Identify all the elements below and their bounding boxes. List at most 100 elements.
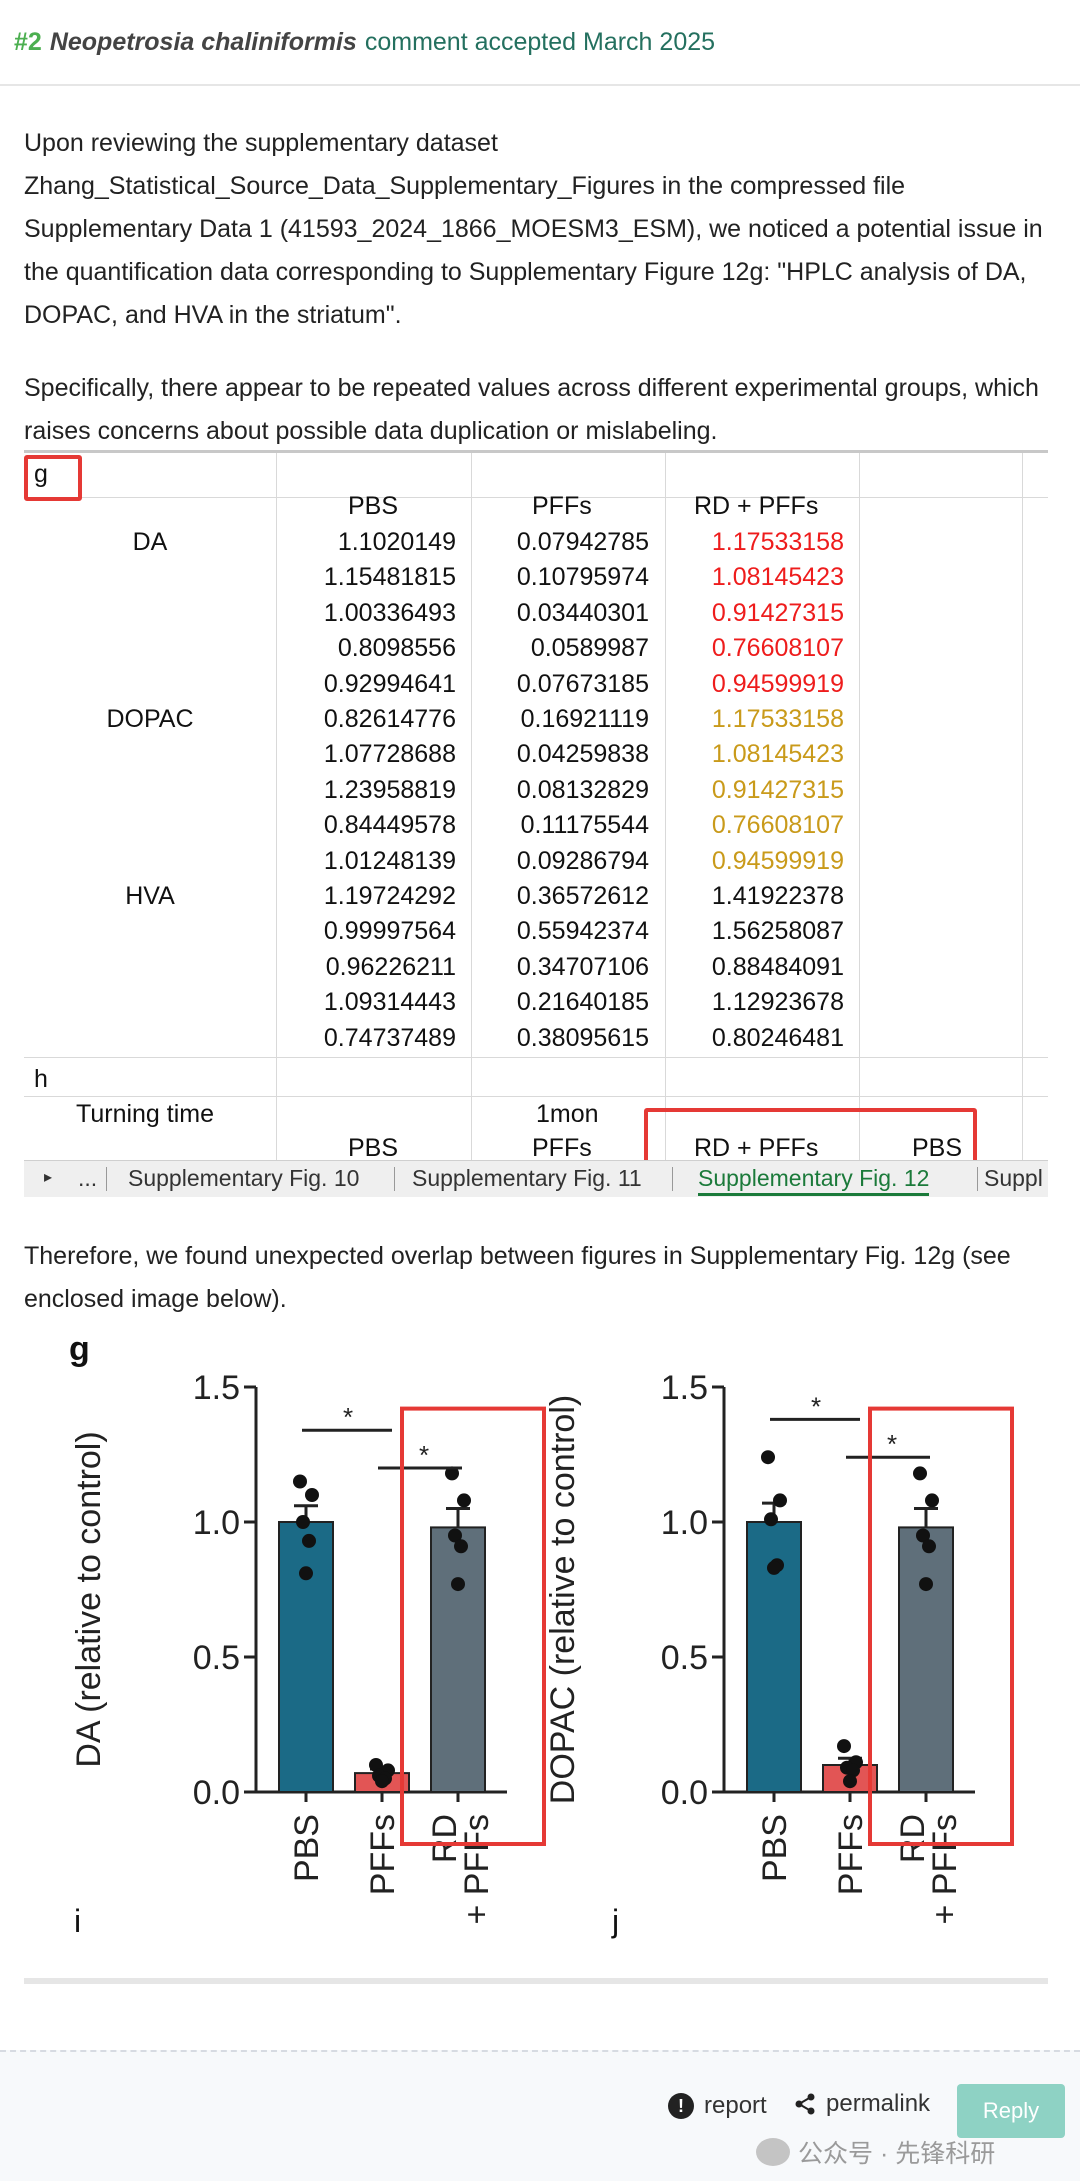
y-axis-label: DOPAC (relative to control) <box>544 1395 582 1804</box>
x-category-label: PFFs <box>832 1814 870 1895</box>
data-point <box>843 1774 857 1789</box>
y-tick-label: 1.0 <box>193 1504 240 1542</box>
sheet-tab-bar: ▸ ... Supplementary Fig. 10 Supplementar… <box>24 1160 1048 1197</box>
data-point <box>457 1493 471 1508</box>
data-point <box>919 1577 933 1592</box>
sheet-value-cell: 0.03440301 <box>516 599 649 627</box>
sheet-value-cell: 0.82614776 <box>323 705 456 733</box>
sheet-value-cell: 0.07673185 <box>516 670 649 698</box>
tab-supp-fig-11[interactable]: Supplementary Fig. 11 <box>412 1165 642 1191</box>
sheet-value-cell: 0.11175544 <box>520 811 649 839</box>
sheet-turning-label: Turning time <box>76 1100 215 1128</box>
x-category-label: PFFs <box>364 1814 402 1895</box>
sheet-group-label: DA <box>132 528 168 556</box>
sheet-value-cell: 0.8098556 <box>337 634 456 662</box>
sheet-value-cell: 0.74737489 <box>323 1024 456 1052</box>
sheet-value-cell: 1.15481815 <box>323 563 456 591</box>
sheet-value-cell: 0.84449578 <box>323 811 456 839</box>
report-link[interactable]: ! report <box>668 2092 767 2120</box>
data-point <box>451 1577 465 1592</box>
data-point <box>916 1528 930 1543</box>
x-category-label: + PFFs <box>926 1814 964 1925</box>
y-tick-label: 1.0 <box>661 1504 708 1542</box>
x-category-label: RD <box>426 1814 464 1863</box>
sheet-value-cell: 0.16921119 <box>520 705 649 733</box>
bar-charts-svg: g i j 0.0 0.5 1.0 1.5 DA (relative to control) P… <box>69 1330 1014 1939</box>
sheet-value-cell: 1.09314443 <box>323 988 456 1016</box>
significance-star: * <box>811 1391 821 1421</box>
figure-panel-label: g <box>69 1330 90 1368</box>
sheet-value-cell: 0.08132829 <box>516 776 649 804</box>
sheet-value-cell: 1.08145423 <box>711 563 844 591</box>
bar <box>278 1521 334 1793</box>
y-tick-label: 0.5 <box>193 1639 240 1677</box>
sheet-value-cell: 0.10795974 <box>516 563 649 591</box>
sheet-column-header: PBS <box>348 492 399 520</box>
sheet-value-cell: 0.91427315 <box>711 776 844 804</box>
sheet-value-cell: 0.76608107 <box>711 811 844 839</box>
data-point <box>375 1774 389 1789</box>
tab-scroll-left[interactable]: ▸ <box>44 1169 53 1186</box>
sheet-group-label: DOPAC <box>106 705 194 733</box>
alert-icon: ! <box>668 2093 694 2119</box>
comment-paragraph-2: Specifically, there appear to be repeate… <box>24 374 1039 445</box>
sheet-value-cell: 0.96226211 <box>325 953 456 981</box>
sheet-bottom-header: PBS <box>348 1134 399 1162</box>
sheet-value-cell: 0.38095615 <box>516 1024 649 1052</box>
sheet-bottom-header: RD + PFFs <box>694 1134 819 1162</box>
x-category-label: + PFFs <box>458 1814 496 1925</box>
comment-footer: ! report permalink Reply 公众号 · 先锋科研 <box>0 2050 1080 2181</box>
y-tick-label: 1.5 <box>661 1369 708 1407</box>
y-tick-label: 1.5 <box>193 1369 240 1407</box>
tab-overflow[interactable]: ... <box>78 1165 98 1191</box>
comment-status: comment accepted March 2025 <box>364 27 716 56</box>
sheet-bottom-header: PBS <box>912 1134 963 1162</box>
sheet-value-cell: 1.1020149 <box>337 528 456 556</box>
figure-divider <box>24 1978 1048 1984</box>
y-tick-label: 0.5 <box>661 1639 708 1677</box>
watermark: 公众号 · 先锋科研 <box>756 2134 995 2170</box>
sheet-value-cell: 0.80246481 <box>711 1024 844 1052</box>
sheet-value-cell: 1.17533158 <box>711 705 844 733</box>
data-point <box>369 1758 383 1772</box>
sheet-value-cell: 0.34707106 <box>516 953 649 981</box>
sheet-turning-value: 1mon <box>536 1100 599 1128</box>
sheet-value-cell: 1.17533158 <box>711 528 844 556</box>
data-point <box>299 1566 313 1581</box>
data-point <box>913 1466 927 1481</box>
sheet-value-cell: 1.00336493 <box>323 599 456 627</box>
wechat-icon <box>756 2138 790 2166</box>
highlight-box-g <box>24 455 82 501</box>
data-point <box>302 1533 316 1548</box>
sheet-value-cell: 0.04259838 <box>516 740 649 768</box>
share-icon <box>795 2093 815 2115</box>
significance-star: * <box>419 1440 429 1470</box>
data-point <box>454 1539 468 1554</box>
y-axis-label: DA (relative to control) <box>70 1431 108 1767</box>
data-point <box>305 1488 319 1502</box>
sheet-value-cell: 0.94599919 <box>711 847 844 875</box>
bar <box>430 1526 486 1793</box>
tab-supp-fig-10[interactable]: Supplementary Fig. 10 <box>128 1165 360 1191</box>
tab-supp-more[interactable]: Suppl <box>984 1165 1043 1191</box>
sheet-column-header: RD + PFFs <box>694 492 819 520</box>
sheet-value-cell: 0.94599919 <box>711 670 844 698</box>
sheet-value-cell: 0.55942374 <box>516 917 649 945</box>
tab-supp-fig-12[interactable]: Supplementary Fig. 12 <box>698 1163 930 1196</box>
reply-button[interactable]: Reply <box>957 2084 1065 2138</box>
highlight-box-rd-pffs <box>400 1406 546 1846</box>
sheet-value-cell: 1.56258087 <box>711 917 844 945</box>
y-tick-label: 0.0 <box>193 1774 240 1812</box>
sheet-value-cell: 1.07728688 <box>323 740 456 768</box>
sheet-value-cell: 1.12923678 <box>711 988 844 1016</box>
data-point <box>293 1474 307 1489</box>
watermark-text: 公众号 · 先锋科研 <box>798 2140 996 2168</box>
figure-corner-label: i <box>74 1903 81 1939</box>
x-category-label: RD <box>894 1814 932 1863</box>
permalink-link[interactable]: permalink <box>794 2090 930 2118</box>
data-point <box>922 1539 936 1554</box>
data-point <box>761 1450 775 1465</box>
species-name[interactable]: Neopetrosia chaliniformis <box>49 27 357 56</box>
sheet-column-header: PFFs <box>532 492 592 520</box>
data-point <box>296 1515 310 1529</box>
